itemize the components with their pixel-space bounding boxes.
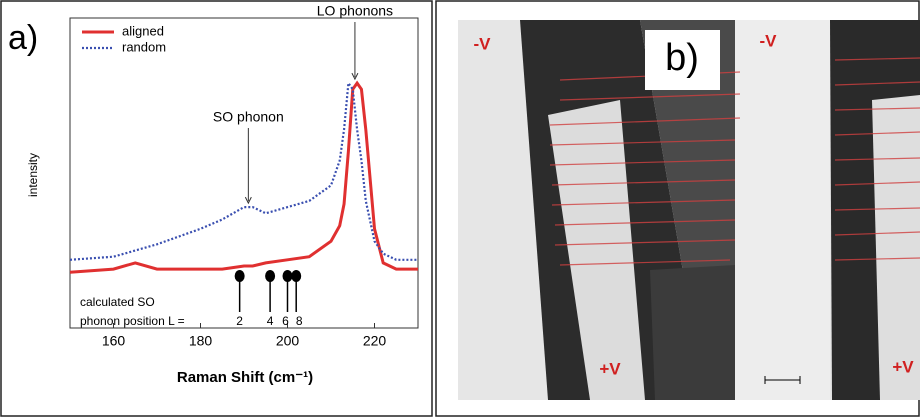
electrode-finger <box>548 100 645 400</box>
plot-frame <box>69 17 419 329</box>
panel-label: b) <box>665 37 699 79</box>
electrode-label: +V <box>599 359 621 378</box>
scale-bar <box>764 376 801 384</box>
so-label: 2 <box>236 314 243 328</box>
panel-label: a) <box>8 19 38 57</box>
y-axis-label: intensity <box>26 153 40 197</box>
so-marker <box>291 270 302 282</box>
so-title: phonon position L = <box>80 314 185 328</box>
so-marker <box>265 270 276 282</box>
legend-label: aligned <box>122 23 164 38</box>
panel-a-frame <box>0 0 433 417</box>
x-axis-label: Raman Shift (cm⁻¹) <box>177 369 313 386</box>
so-title: calculated SO <box>80 295 155 309</box>
x-tick-label: 180 <box>189 333 213 349</box>
data-line <box>69 80 418 261</box>
label-box <box>645 30 720 90</box>
arrow-head <box>244 196 252 205</box>
electrode-finger <box>872 95 920 400</box>
x-tick-label: 220 <box>363 333 387 349</box>
so-label: 8 <box>296 314 303 328</box>
sem-image <box>458 20 920 400</box>
so-marker <box>282 270 293 282</box>
electrode-label: +V <box>892 357 914 376</box>
legend-label: random <box>122 39 166 54</box>
electrode-label: -V <box>474 34 492 53</box>
so-marker <box>234 270 245 282</box>
electrode-label: -V <box>760 31 778 50</box>
annotation: LO phonons <box>317 3 393 19</box>
sem-light <box>735 20 830 400</box>
x-tick-label: 200 <box>276 333 300 349</box>
arrow-head <box>351 72 359 81</box>
x-tick-label: 160 <box>102 333 126 349</box>
so-label: 6 <box>282 314 289 328</box>
so-label: 4 <box>267 314 274 328</box>
data-line <box>69 80 418 274</box>
electrode-dark <box>650 265 735 400</box>
annotation: SO phonon <box>213 109 284 125</box>
